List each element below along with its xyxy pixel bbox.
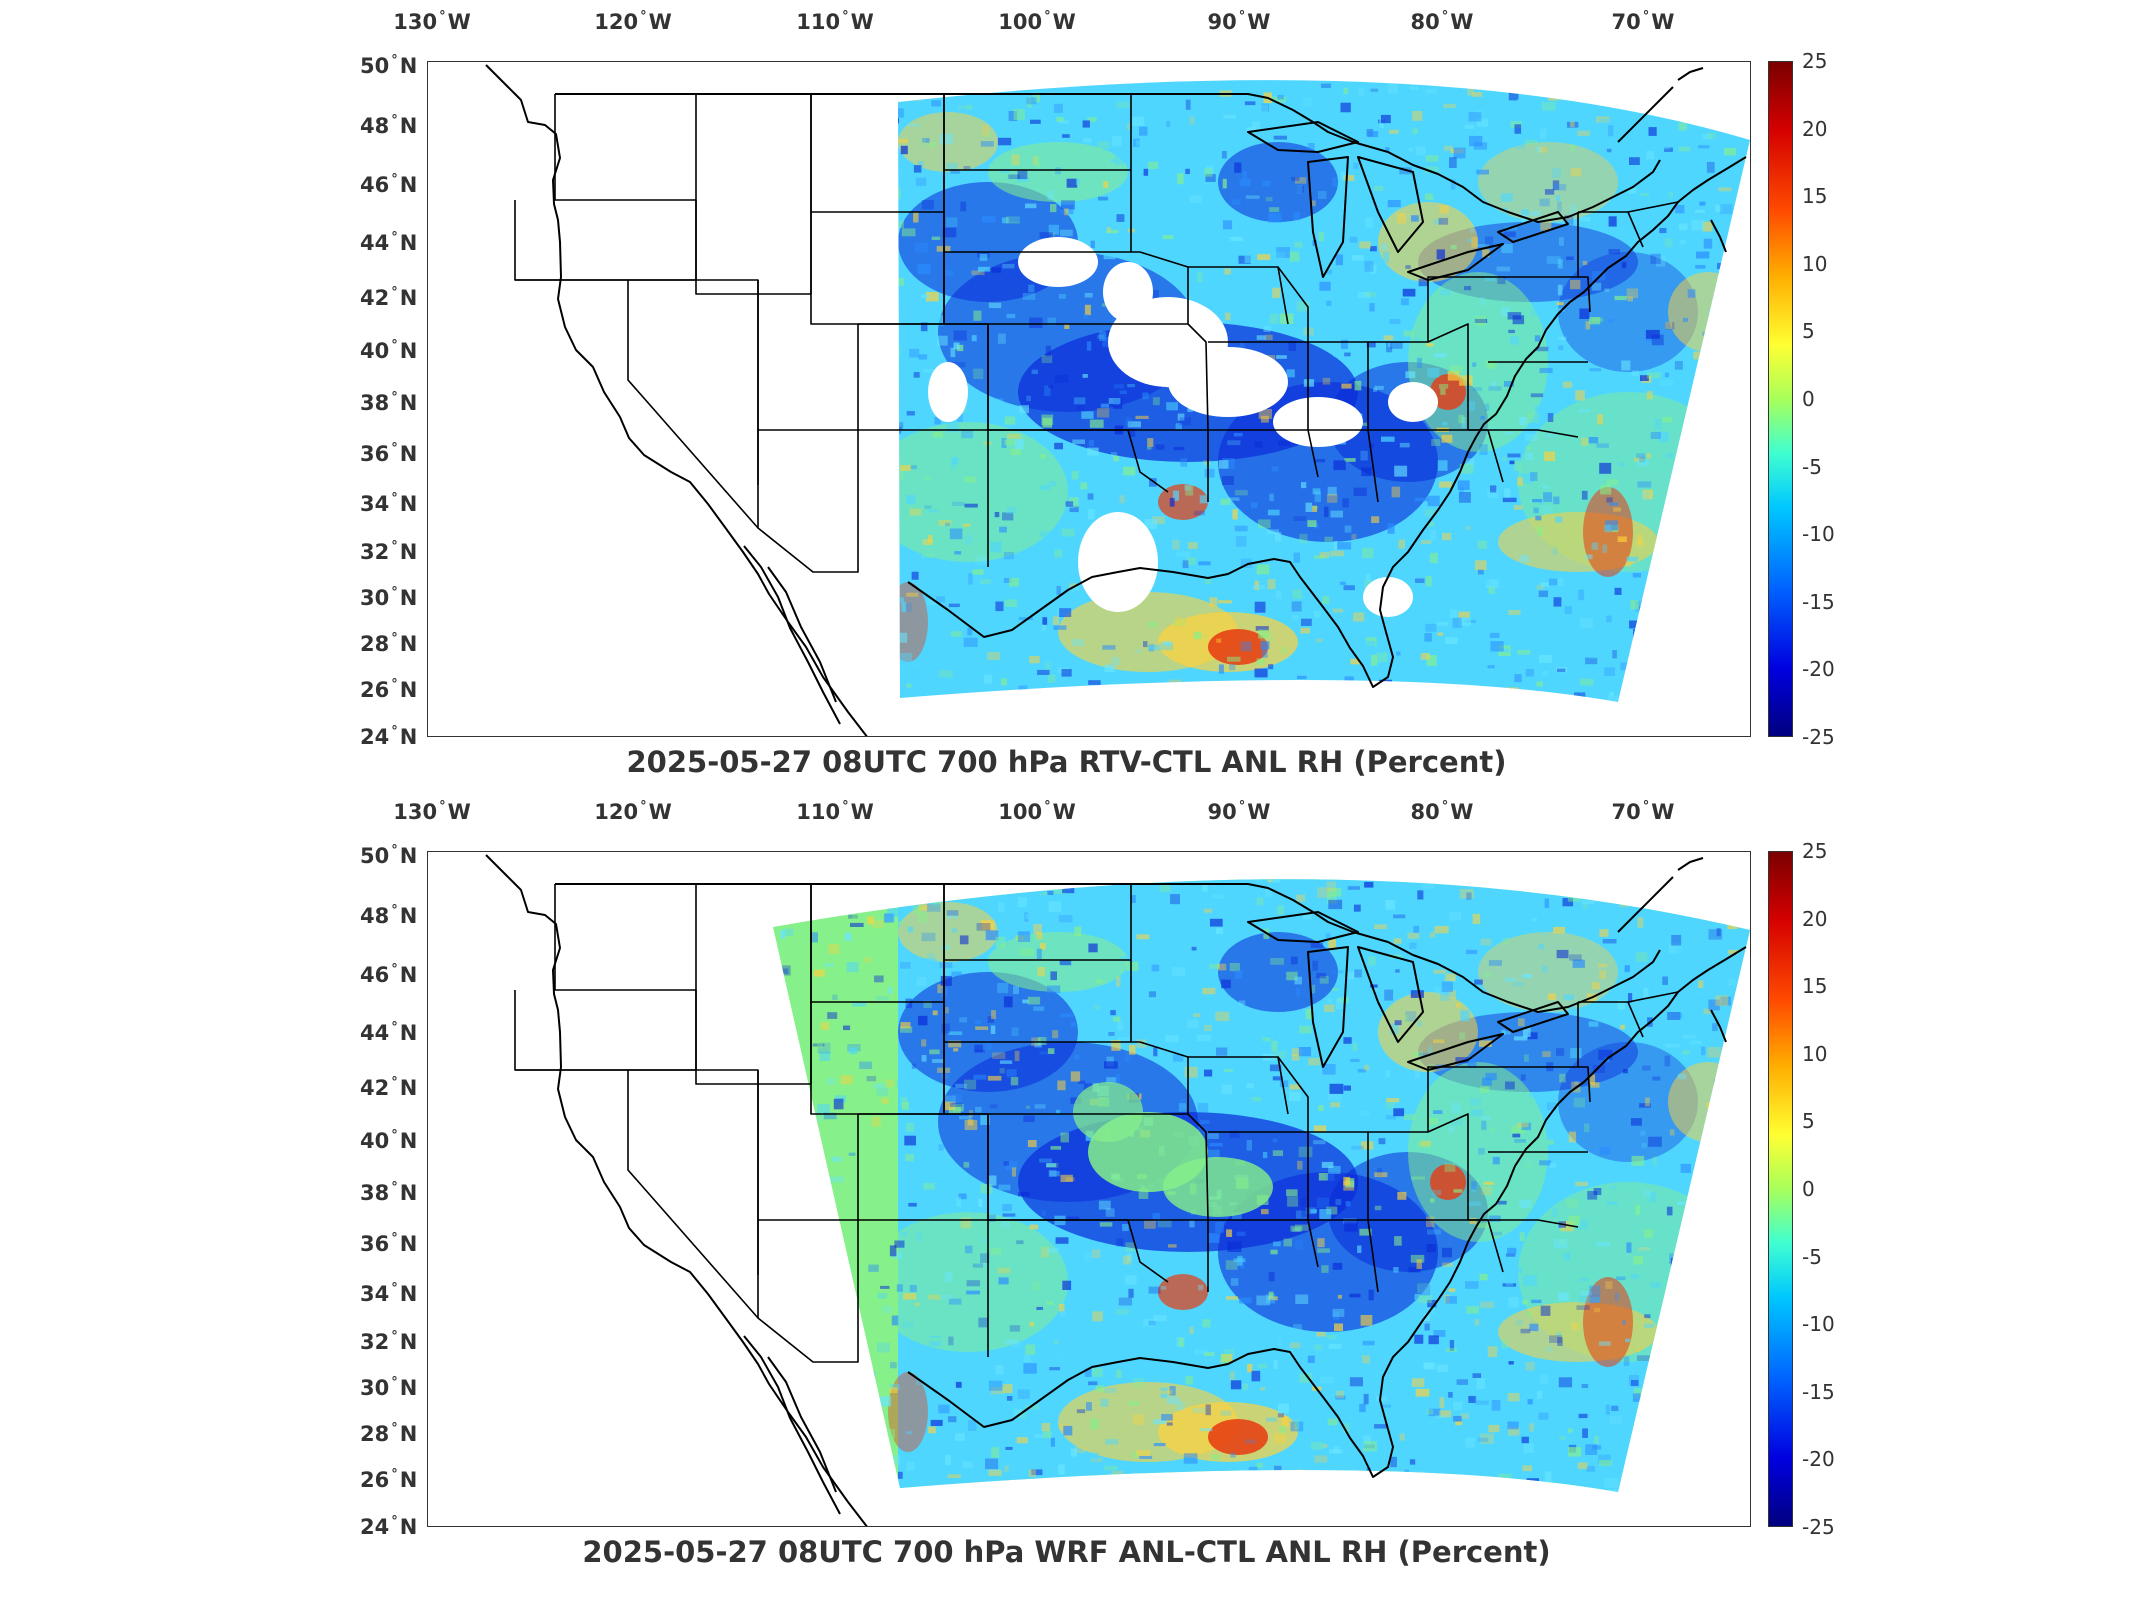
colorbar-tick: 0 — [1802, 1177, 1815, 1201]
colorbar-tick: -20 — [1802, 1447, 1835, 1472]
lat-label: 32 °N — [360, 539, 418, 564]
lat-label: 40 °N — [360, 338, 418, 363]
colorbar-tick: 15 — [1802, 184, 1828, 209]
lat-label: 50 °N — [360, 53, 418, 78]
lat-label: 38 °N — [360, 390, 418, 415]
map-rtv — [485, 64, 1750, 736]
lat-label: 26 °N — [360, 677, 418, 702]
colorbar-tick: -25 — [1802, 725, 1835, 749]
lat-label: 42 °N — [360, 285, 418, 310]
lat-label: 24 °N — [360, 1514, 418, 1539]
colorbar-tick: 10 — [1802, 251, 1828, 276]
lon-label: 110 °W — [796, 799, 874, 824]
map-wrf-ctl[interactable] — [427, 851, 1751, 1527]
colorbar-tick: -25 — [1802, 1515, 1835, 1539]
lon-label: 110 °W — [796, 9, 874, 34]
lat-label: 44 °N — [360, 1020, 418, 1045]
lat-label: 30 °N — [360, 585, 418, 610]
lon-label: 80 °W — [1410, 799, 1474, 824]
rh-difference-field — [898, 80, 1750, 703]
colorbar-tick: -15 — [1802, 589, 1835, 614]
colorbar-tick: 25 — [1802, 49, 1828, 73]
lon-label: 130 °W — [393, 9, 471, 34]
colorbar-tick: -10 — [1802, 1312, 1835, 1337]
panel-title-top: 2025-05-27 08UTC 700 hPa RTV-CTL ANL RH … — [626, 745, 1507, 779]
colorbar-tick: 5 — [1802, 319, 1815, 344]
colorbar-tick: 10 — [1802, 1041, 1828, 1066]
lat-label: 34 °N — [360, 491, 418, 516]
lat-label: 50 °N — [360, 843, 418, 868]
lat-label: 34 °N — [360, 1281, 418, 1306]
boundaries — [485, 64, 1747, 736]
lon-label: 80 °W — [1410, 9, 1474, 34]
lon-label: 70 °W — [1611, 799, 1675, 824]
rh-difference-field — [773, 879, 1750, 1492]
lat-label: 32 °N — [360, 1329, 418, 1354]
lat-label: 30 °N — [360, 1375, 418, 1400]
panel-rtv-ctl: 130 °W 120 °W 110 °W 100 °W 90 °W 80 °W 70 °W 50 °N 48 °… — [360, 9, 1835, 779]
lat-label: 24 °N — [360, 724, 418, 749]
colorbar-tick: -5 — [1802, 1244, 1822, 1269]
panel-wrf-ctl: 130 °W 120 °W 110 °W 100 °W 90 °W 80 °W 70 °W 50 °N 48 °… — [0, 790, 2133, 1590]
lat-label: 36 °N — [360, 1231, 418, 1256]
lat-label: 26 °N — [360, 1467, 418, 1492]
panel-title-bottom: 2025-05-27 08UTC 700 hPa WRF ANL-CTL ANL… — [582, 1535, 1551, 1569]
colorbar-tick: 5 — [1802, 1109, 1815, 1134]
map-wrf — [485, 854, 1750, 1526]
colorbar-tick: 25 — [1802, 839, 1828, 863]
lon-label: 70 °W — [1611, 9, 1675, 34]
colorbar-tick: -20 — [1802, 657, 1835, 682]
lon-label: 100 °W — [998, 799, 1076, 824]
colorbar-tick: 20 — [1802, 906, 1828, 931]
lon-label: 130 °W — [393, 799, 471, 824]
lat-label: 42 °N — [360, 1075, 418, 1100]
colorbar-tick: 15 — [1802, 974, 1828, 999]
colorbar-top — [1768, 61, 1793, 737]
lon-label: 120 °W — [594, 799, 672, 824]
lon-label: 100 °W — [998, 9, 1076, 34]
lon-label: 120 °W — [594, 9, 672, 34]
lat-label: 40 °N — [360, 1128, 418, 1153]
colorbar-tick: -10 — [1802, 522, 1835, 547]
lat-label: 28 °N — [360, 1421, 418, 1446]
colorbar-tick: 0 — [1802, 387, 1815, 411]
lon-label: 90 °W — [1207, 9, 1271, 34]
colorbar-bottom — [1768, 851, 1793, 1527]
lat-label: 28 °N — [360, 631, 418, 656]
colorbar-tick: 20 — [1802, 116, 1828, 141]
lat-label: 48 °N — [360, 113, 418, 138]
lat-label: 36 °N — [360, 441, 418, 466]
colorbar-tick: -15 — [1802, 1379, 1835, 1404]
lon-label: 90 °W — [1207, 799, 1271, 824]
lat-label: 44 °N — [360, 230, 418, 255]
lat-label: 38 °N — [360, 1180, 418, 1205]
colorbar-tick: -5 — [1802, 454, 1822, 479]
lat-label: 48 °N — [360, 903, 418, 928]
lat-label: 46 °N — [360, 962, 418, 987]
map-rtv-ctl[interactable] — [427, 61, 1751, 737]
lat-label: 46 °N — [360, 172, 418, 197]
boundaries — [485, 854, 1747, 1526]
